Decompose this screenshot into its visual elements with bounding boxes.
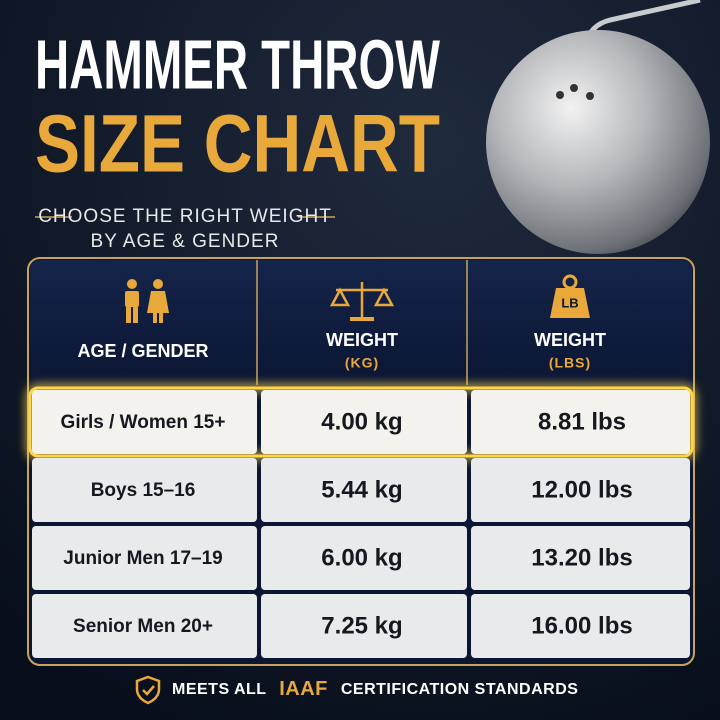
table-cell bbox=[471, 526, 690, 590]
table-cell bbox=[471, 390, 690, 454]
column-unit: (KG) bbox=[345, 355, 379, 371]
table-cell bbox=[471, 594, 690, 658]
cell-text: 13.20 lbs bbox=[531, 544, 632, 571]
footer-prefix: MEETS ALL bbox=[172, 681, 266, 698]
cell-text: Junior Men 17–19 bbox=[63, 548, 222, 569]
table-cell bbox=[261, 526, 467, 590]
table-cell bbox=[261, 594, 467, 658]
footer-suffix: CERTIFICATION STANDARDS bbox=[341, 681, 579, 698]
subtitle: BY AGE & GENDER bbox=[91, 231, 280, 252]
cell-text: 4.00 kg bbox=[321, 408, 402, 435]
weight-icon-label: LB bbox=[561, 295, 578, 310]
table-body: Girls / Women 15+ 4.00 kg 8.81 lbs Boys 15–… bbox=[27, 385, 695, 658]
table-cell bbox=[261, 390, 467, 454]
row-highlight bbox=[28, 386, 694, 458]
subtitle: CHOOSE THE RIGHT WEIGHT bbox=[38, 206, 332, 227]
cell-text: 6.00 kg bbox=[321, 544, 402, 571]
cell-text: Senior Men 20+ bbox=[73, 616, 213, 637]
table-cell bbox=[32, 594, 257, 658]
column-header: WEIGHT bbox=[534, 330, 606, 350]
footer-text: MEETS ALL IAAF CERTIFICATION STANDARDS bbox=[172, 678, 578, 700]
shield-icon bbox=[135, 675, 161, 705]
cell-text: Boys 15–16 bbox=[91, 480, 196, 501]
table-cell bbox=[32, 458, 257, 522]
table-header bbox=[30, 260, 692, 385]
cell-text: 16.00 lbs bbox=[531, 612, 632, 639]
column-unit: (LBS) bbox=[549, 355, 591, 371]
table-cell bbox=[32, 526, 257, 590]
people-icon bbox=[125, 279, 169, 323]
table-cell bbox=[32, 390, 257, 454]
footer-highlight: IAAF bbox=[279, 678, 328, 700]
column-header: WEIGHT bbox=[326, 330, 398, 350]
weight-icon: LB bbox=[550, 274, 590, 318]
table-cell bbox=[261, 458, 467, 522]
column-header: AGE / GENDER bbox=[77, 341, 208, 361]
title-line2: SIZE CHART bbox=[35, 99, 440, 190]
cell-text: 8.81 lbs bbox=[538, 408, 626, 435]
hammer-ball bbox=[486, 0, 710, 254]
scale-icon bbox=[329, 282, 395, 321]
title-line1: HAMMER THROW bbox=[35, 25, 440, 103]
cell-text: Girls / Women 15+ bbox=[61, 412, 226, 433]
table-cell bbox=[471, 458, 690, 522]
cell-text: 7.25 kg bbox=[321, 612, 402, 639]
cell-text: 12.00 lbs bbox=[531, 476, 632, 503]
cell-text: 5.44 kg bbox=[321, 476, 402, 503]
